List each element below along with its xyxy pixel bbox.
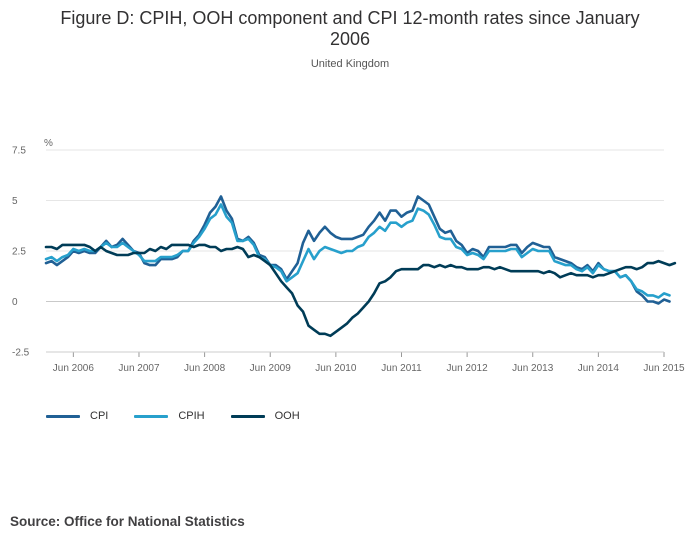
chart-subtitle: United Kingdom	[310, 58, 390, 70]
legend-swatch-cpih	[134, 414, 169, 418]
legend-swatch-ooh	[230, 414, 265, 418]
x-tick-label: Jun 2013	[512, 363, 554, 374]
x-tick-label: Jun 2010	[315, 363, 357, 374]
chart-legend: CPI CPIH OOH	[46, 410, 326, 422]
source-note: Source: Office for National Statistics	[10, 514, 245, 529]
legend-item-ooh[interactable]: OOH	[230, 410, 300, 422]
x-tick-label: Jun 2015	[643, 363, 685, 374]
x-tick-label: Jun 2014	[578, 363, 620, 374]
y-tick-label: 5	[12, 196, 18, 207]
legend-item-cpi[interactable]: CPI	[46, 410, 108, 422]
series-line-cpih	[44, 203, 671, 299]
legend-label-cpih: CPIH	[178, 410, 205, 422]
x-tick-label: Jun 2007	[118, 363, 160, 374]
legend-label-ooh: OOH	[274, 410, 300, 422]
series-line-cpi	[44, 195, 671, 305]
x-tick-label: Jun 2009	[250, 363, 292, 374]
y-tick-label: -2.5	[12, 348, 30, 359]
series-line-ooh	[44, 243, 677, 338]
y-axis-label: %	[44, 138, 53, 149]
x-tick-label: Jun 2011	[381, 363, 422, 374]
chart-title: Figure D: CPIH, OOH component and CPI 12…	[60, 8, 640, 49]
line-chart: -2.5 0 2.5 5 7.5% Jun 2006 Jun 2007 Jun 2008 Jun…	[12, 138, 685, 374]
y-tick-label: 7.5	[12, 146, 26, 157]
y-tick-label: 2.5	[12, 247, 26, 258]
x-tick-label: Jun 2008	[184, 363, 226, 374]
legend-label-cpi: CPI	[90, 410, 109, 422]
legend-swatch-cpi	[46, 414, 80, 418]
y-tick-label: 0	[12, 297, 18, 308]
legend-item-cpih[interactable]: CPIH	[134, 410, 205, 422]
x-tick-label: Jun 2012	[447, 363, 489, 374]
x-tick-label: Jun 2006	[53, 363, 95, 374]
